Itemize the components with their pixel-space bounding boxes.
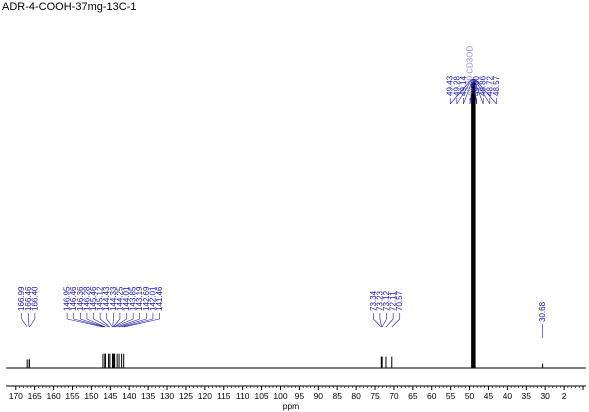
peak-leader xyxy=(473,78,477,105)
peak-leader xyxy=(86,318,106,328)
peak-label: 49.43 xyxy=(446,75,455,96)
peak-label: 166.99 xyxy=(17,286,26,311)
x-tick-label: 70 xyxy=(389,391,399,401)
peak-leader xyxy=(456,78,473,105)
peak-label: 48.72 xyxy=(485,75,494,96)
x-tick-label: 55 xyxy=(446,391,456,401)
peak-label: 144.25 xyxy=(115,286,124,311)
peak-leader xyxy=(113,318,127,328)
peak-leader xyxy=(474,78,497,105)
peak-label: 72.11 xyxy=(389,291,398,311)
peak-label: 142.01 xyxy=(148,286,157,311)
peak-label: 30.68 xyxy=(538,301,547,322)
x-tick-label: 30 xyxy=(540,391,550,401)
peak-leader xyxy=(21,318,28,328)
x-tick-label: 90 xyxy=(314,391,324,401)
x-tick-label: 35 xyxy=(522,391,532,401)
peak-leader xyxy=(469,78,474,105)
peaks-layer xyxy=(26,82,544,368)
peak-label: 146.36 xyxy=(76,286,85,311)
peak-label: 144.33 xyxy=(109,286,118,311)
peak-label: 143.19 xyxy=(135,286,144,311)
peak-label: 73.12 xyxy=(382,290,391,311)
peak-label: 49.00 CD3OD xyxy=(466,46,475,96)
peak-leader xyxy=(114,318,134,328)
peak-leader xyxy=(379,318,383,328)
peak-label: 144.43 xyxy=(102,286,111,311)
peak-label: 166.40 xyxy=(30,286,39,311)
peak-leader xyxy=(474,78,491,105)
x-tick-label: 115 xyxy=(217,391,231,401)
x-tick-label: 125 xyxy=(179,391,193,401)
peak-leader xyxy=(473,78,484,105)
peak-label: 145.12 xyxy=(96,286,105,311)
peak-label: 146.95 xyxy=(63,286,72,311)
peak-label: 146.28 xyxy=(82,286,91,311)
x-tick-label: 120 xyxy=(198,391,212,401)
x-tick-label: 40 xyxy=(503,391,513,401)
peak-leader xyxy=(106,318,113,328)
peak-label: 70.57 xyxy=(395,290,404,311)
x-tick-label: 165 xyxy=(28,391,42,401)
peak-label: 142.69 xyxy=(142,286,151,311)
peak-leader xyxy=(385,318,394,328)
peak-leader xyxy=(29,318,36,328)
x-tick-label: 65 xyxy=(408,391,418,401)
peak-label: 73.23 xyxy=(375,290,384,311)
x-tick-label: 85 xyxy=(332,391,342,401)
x-tick-label: 80 xyxy=(351,391,361,401)
x-tick-label: 105 xyxy=(254,391,268,401)
peak-label: 73.34 xyxy=(369,290,378,311)
x-tick-label: 50 xyxy=(465,391,475,401)
x-tick-label: 135 xyxy=(141,391,155,401)
peak-label: 141.46 xyxy=(155,286,164,311)
x-tick-label: 2 xyxy=(562,391,567,401)
peak-leader xyxy=(112,318,121,328)
peak-label: 166.46 xyxy=(24,286,33,311)
peak-label: 145.46 xyxy=(89,286,98,311)
peak-leader xyxy=(27,318,30,328)
peak-leader xyxy=(373,318,382,328)
x-tick-label: 100 xyxy=(273,391,287,401)
x-tick-label: 110 xyxy=(236,391,250,401)
x-tick-label: 130 xyxy=(160,391,174,401)
peak-leader xyxy=(463,78,474,105)
peak-label: 49.14 xyxy=(459,75,468,96)
x-axis-ticks: 170 165 160 155 150 145 140 135 130 125 120 115 110 1… xyxy=(9,386,584,401)
peak-label: 146.46 xyxy=(69,286,78,311)
x-tick-label: 95 xyxy=(295,391,305,401)
x-tick-label: 140 xyxy=(122,391,136,401)
x-tick-label: 145 xyxy=(103,391,117,401)
peak-label: 144.01 xyxy=(122,286,131,311)
peak-leader xyxy=(118,318,147,328)
peak-label: 48.57 xyxy=(492,75,501,96)
peak-leader xyxy=(381,318,387,328)
x-axis-title: ppm xyxy=(283,401,300,411)
x-tick-label: 60 xyxy=(427,391,437,401)
x-tick-label: 160 xyxy=(47,391,61,401)
peak-leader xyxy=(93,318,109,328)
peak-leader xyxy=(391,318,400,328)
x-tick-label: 150 xyxy=(84,391,98,401)
peak-leader xyxy=(80,318,106,328)
peak-leader xyxy=(121,318,153,328)
spectrum-title: ADR-4-COOH-37mg-13C-1 xyxy=(2,1,137,13)
peak-leader xyxy=(450,78,472,105)
x-tick-label: 155 xyxy=(65,391,79,401)
peak-label: 143.85 xyxy=(129,286,138,311)
peak-label: 49.28 xyxy=(452,75,461,96)
peak-label: 48.86 xyxy=(479,75,488,96)
peak-leader xyxy=(117,318,140,328)
peak-leader xyxy=(73,318,105,328)
peak-leader xyxy=(123,318,160,328)
peak-leader xyxy=(99,318,111,328)
x-tick-label: 170 xyxy=(9,391,23,401)
peak-leader xyxy=(67,318,104,328)
solvent-multiplet xyxy=(471,82,475,368)
x-tick-label: 45 xyxy=(484,391,494,401)
x-tick-label: 75 xyxy=(370,391,380,401)
